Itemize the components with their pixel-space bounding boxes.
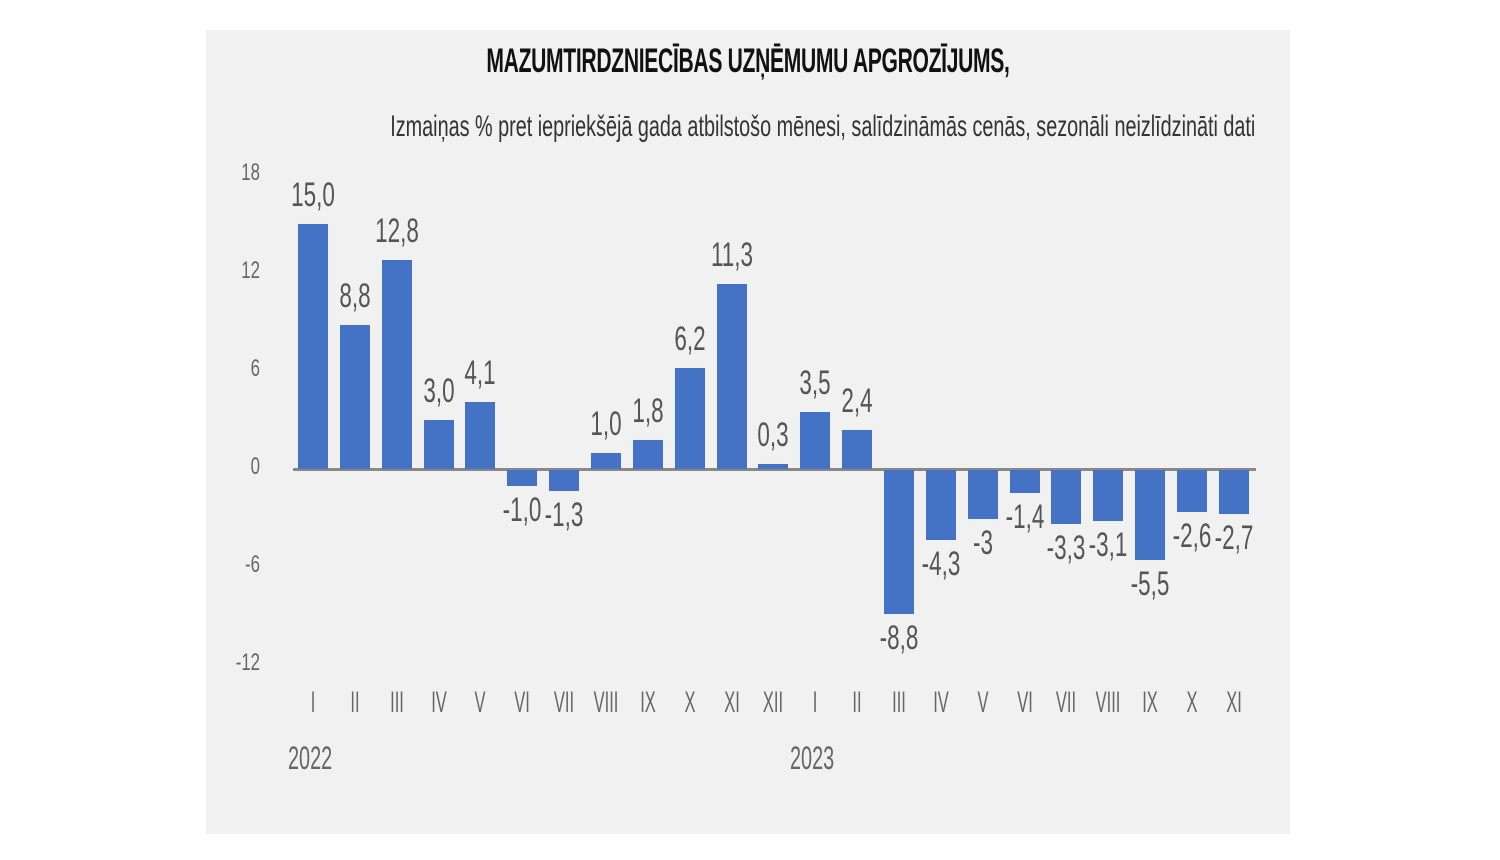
data-label: 8,8 — [339, 277, 371, 316]
x-tick-label: XI — [723, 686, 740, 719]
bar — [465, 402, 496, 469]
bar-chart: 18 12 6 0 -6 -12 15,0 I 8,8 II 12,8 III 3,0 IV 4,1 V -1,… — [206, 30, 1290, 834]
bar — [381, 259, 412, 469]
x-tick-label: I — [813, 686, 818, 719]
x-tick-label: IX — [1142, 686, 1158, 719]
data-label: 11,3 — [710, 236, 753, 275]
x-tick-label: II — [852, 686, 862, 719]
data-label: -3 — [972, 523, 993, 562]
bar — [298, 224, 328, 469]
x-tick-label: VIII — [593, 686, 619, 719]
data-label: -4,3 — [921, 545, 961, 584]
data-label: 4,1 — [464, 354, 497, 393]
chart-title: MAZUMTIRDZNIECĪBAS UZŅĒMUMU APGROZĪJUMS, — [486, 42, 1010, 80]
bar — [716, 284, 747, 469]
x-tick-label: VIII — [1095, 686, 1121, 719]
data-label: -1,0 — [502, 491, 542, 530]
chart-panel: MAZUMTIRDZNIECĪBAS UZŅĒMUMU APGROZĪJUMS,… — [206, 30, 1290, 834]
data-label: 3,0 — [422, 372, 455, 410]
bar — [507, 470, 538, 487]
bar — [925, 470, 956, 541]
data-label: 3,5 — [799, 363, 831, 402]
bar — [758, 464, 789, 469]
bar — [800, 411, 831, 469]
y-tick-label: 6 — [250, 355, 260, 383]
data-label: 1,8 — [632, 391, 664, 430]
bar — [674, 367, 705, 469]
x-tick-label: XII — [763, 686, 784, 719]
bar — [549, 470, 580, 492]
x-tick-label: V — [474, 686, 486, 719]
x-tick-label: VII — [554, 686, 575, 719]
data-label: 6,2 — [674, 319, 706, 358]
x-tick-label: I — [310, 686, 316, 719]
x-tick-label: IV — [933, 686, 949, 719]
bar — [884, 470, 915, 614]
x-tick-label: V — [977, 686, 989, 719]
x-axis-line — [293, 468, 1256, 471]
data-label: -3,3 — [1047, 528, 1086, 567]
x-tick-label: VI — [1016, 686, 1033, 719]
bar — [967, 470, 998, 519]
bar — [591, 452, 622, 469]
data-label: 12,8 — [374, 211, 419, 250]
data-label: 0,3 — [757, 416, 790, 455]
bar — [632, 439, 663, 469]
x-tick-label: VII — [1056, 686, 1077, 719]
bar — [1009, 470, 1040, 493]
x-tick-label: III — [892, 686, 906, 719]
x-tick-label: X — [684, 686, 696, 719]
bar — [1135, 470, 1166, 560]
x-tick-label: II — [350, 686, 360, 719]
bar — [842, 429, 873, 469]
x-tick-label: VI — [514, 686, 531, 719]
x-tick-label: IV — [430, 686, 447, 719]
bar — [1218, 470, 1249, 515]
data-label: 15,0 — [291, 176, 335, 215]
bar — [339, 325, 370, 469]
bar — [1093, 470, 1124, 521]
data-label: -5,5 — [1130, 564, 1170, 603]
bar — [1177, 470, 1208, 513]
data-label: -1,4 — [1005, 497, 1044, 536]
y-tick-label: -6 — [245, 550, 260, 578]
bar — [423, 420, 454, 469]
data-label: 2,4 — [841, 381, 873, 420]
y-tick-label: 12 — [241, 257, 260, 285]
y-tick-label: 0 — [250, 453, 260, 480]
data-label: -2,6 — [1172, 517, 1212, 556]
bar — [1051, 470, 1082, 524]
data-label: -1,3 — [544, 496, 584, 535]
x-tick-label: X — [1186, 686, 1198, 719]
data-label: -2,7 — [1214, 519, 1254, 558]
year-label: 2023 — [790, 740, 835, 776]
year-label: 2022 — [288, 740, 333, 776]
y-tick-label: 18 — [241, 159, 260, 187]
x-tick-label: IX — [640, 686, 656, 719]
data-label: 1,0 — [590, 404, 622, 443]
x-tick-label: III — [389, 686, 404, 719]
y-tick-label: -12 — [235, 648, 260, 676]
x-tick-label: XI — [1226, 686, 1242, 719]
data-label: -8,8 — [879, 618, 919, 657]
data-label: -3,1 — [1088, 525, 1128, 564]
